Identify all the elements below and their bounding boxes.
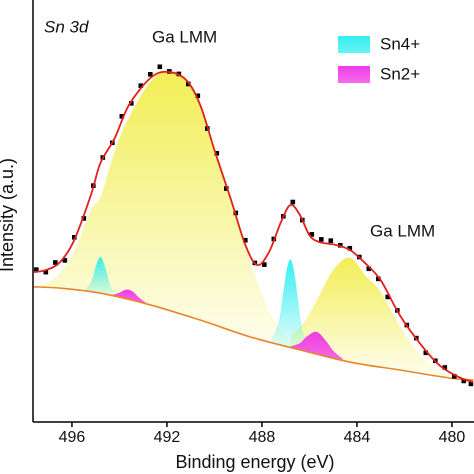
data-point bbox=[461, 378, 467, 384]
envelope-line bbox=[33, 70, 474, 384]
data-point bbox=[62, 258, 68, 263]
data-point bbox=[129, 101, 134, 106]
background-line bbox=[33, 286, 474, 381]
data-point bbox=[347, 245, 353, 251]
x-tick-label: 484 bbox=[344, 429, 371, 446]
data-point bbox=[81, 216, 87, 221]
data-point bbox=[43, 269, 49, 275]
component-areas bbox=[33, 71, 457, 379]
legend-swatch bbox=[338, 36, 370, 53]
legend-swatch bbox=[338, 66, 370, 83]
x-tick-label: 480 bbox=[439, 429, 466, 446]
x-axis-title: Binding energy (eV) bbox=[175, 452, 334, 472]
x-ticks: 496 492 488 484 480 bbox=[59, 422, 466, 446]
data-point bbox=[442, 365, 448, 370]
x-tick-label: 488 bbox=[249, 429, 276, 446]
annotation: Ga LMM bbox=[152, 27, 217, 46]
fit-lines bbox=[33, 64, 474, 387]
x-tick-label: 492 bbox=[154, 429, 181, 446]
component-area bbox=[290, 257, 457, 379]
data-point bbox=[290, 199, 296, 205]
data-point bbox=[243, 237, 248, 243]
data-point bbox=[319, 237, 324, 242]
component-area bbox=[83, 257, 115, 297]
legend-label: Sn2+ bbox=[380, 64, 420, 83]
legend-label: Sn4+ bbox=[380, 34, 420, 53]
x-tick-label: 496 bbox=[59, 429, 86, 446]
data-point bbox=[34, 267, 39, 272]
data-point bbox=[385, 294, 391, 300]
component-area bbox=[290, 331, 343, 361]
data-point bbox=[366, 266, 372, 272]
component-area bbox=[271, 259, 310, 353]
data-point bbox=[309, 232, 315, 237]
data-point bbox=[195, 93, 201, 99]
data-point bbox=[53, 260, 58, 265]
annotation: Ga LMM bbox=[370, 221, 435, 240]
data-point bbox=[72, 235, 77, 240]
data-point bbox=[138, 83, 144, 88]
data-point bbox=[262, 262, 267, 267]
annotation: Sn 3d bbox=[44, 17, 89, 36]
component-area bbox=[112, 289, 146, 304]
data-point bbox=[451, 374, 457, 379]
legend: Sn4+ Sn2+ bbox=[338, 34, 420, 83]
data-point bbox=[375, 276, 381, 282]
data-point bbox=[186, 81, 191, 87]
data-point bbox=[468, 381, 474, 387]
data-point bbox=[423, 350, 429, 356]
data-point bbox=[119, 114, 125, 119]
component-area bbox=[33, 71, 300, 350]
data-point bbox=[148, 72, 153, 77]
data-point bbox=[214, 151, 220, 156]
data-point bbox=[157, 64, 163, 70]
data-point bbox=[328, 238, 334, 243]
data-point bbox=[224, 186, 229, 191]
y-axis-title: Intensity (a.u.) bbox=[0, 158, 17, 272]
